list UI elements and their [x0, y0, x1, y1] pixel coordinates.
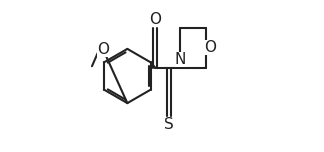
Text: O: O [149, 12, 161, 27]
Text: S: S [164, 117, 174, 132]
Text: O: O [97, 42, 109, 57]
Text: O: O [204, 40, 216, 55]
Text: N: N [175, 52, 186, 67]
